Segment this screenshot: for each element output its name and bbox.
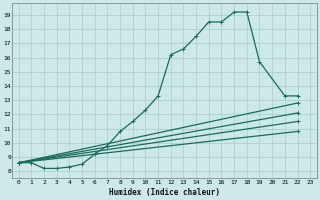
X-axis label: Humidex (Indice chaleur): Humidex (Indice chaleur) (109, 188, 220, 197)
